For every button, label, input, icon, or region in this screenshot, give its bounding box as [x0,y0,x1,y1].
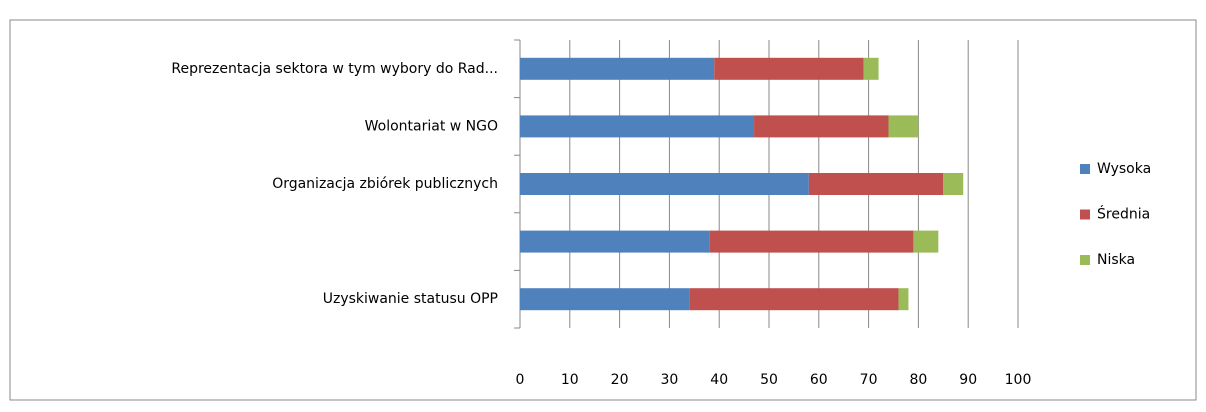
bar-segment [913,230,939,253]
x-tick-label: 80 [909,372,927,388]
x-tick-label: 30 [660,372,678,388]
x-tick-label: 20 [611,372,629,388]
y-tick-label: Reprezentacja sektora w tym wybory do Ra… [171,61,498,77]
x-tick-label: 0 [516,372,525,388]
x-tick-label: 70 [860,372,878,388]
bar-segment [714,57,864,80]
y-tick-label: Uzyskiwanie statusu OPP [323,291,498,307]
y-tick-label: Wolontariat w NGO [365,118,498,134]
bar-segment [520,288,690,311]
legend-label: Średnia [1097,205,1150,223]
x-tick-label: 100 [1005,372,1032,388]
legend-label: Wysoka [1097,161,1151,177]
bar-segment [898,288,909,311]
x-tick-label: 10 [561,372,579,388]
legend-label: Niska [1097,252,1135,268]
legend-swatch [1080,255,1090,265]
bar-segment [808,173,944,195]
bar-segment [520,115,755,138]
x-tick-label: 40 [710,372,728,388]
bar-segment [863,57,879,80]
bar-segment [709,230,914,253]
bar-segment [888,115,919,138]
x-tick-label: 60 [810,372,828,388]
legend-swatch [1080,209,1090,220]
chart-frame [9,19,1197,401]
bar-segment [943,173,964,195]
legend-swatch [1080,164,1090,174]
bar-segment [520,230,710,253]
bar-segment [520,57,715,80]
bar-segment [689,288,899,311]
bar-segment [754,115,889,138]
bar-segment [520,173,809,195]
x-tick-label: 90 [959,372,977,388]
x-tick-label: 50 [760,372,778,388]
y-tick-label: Organizacja zbiórek publicznych [272,176,498,192]
